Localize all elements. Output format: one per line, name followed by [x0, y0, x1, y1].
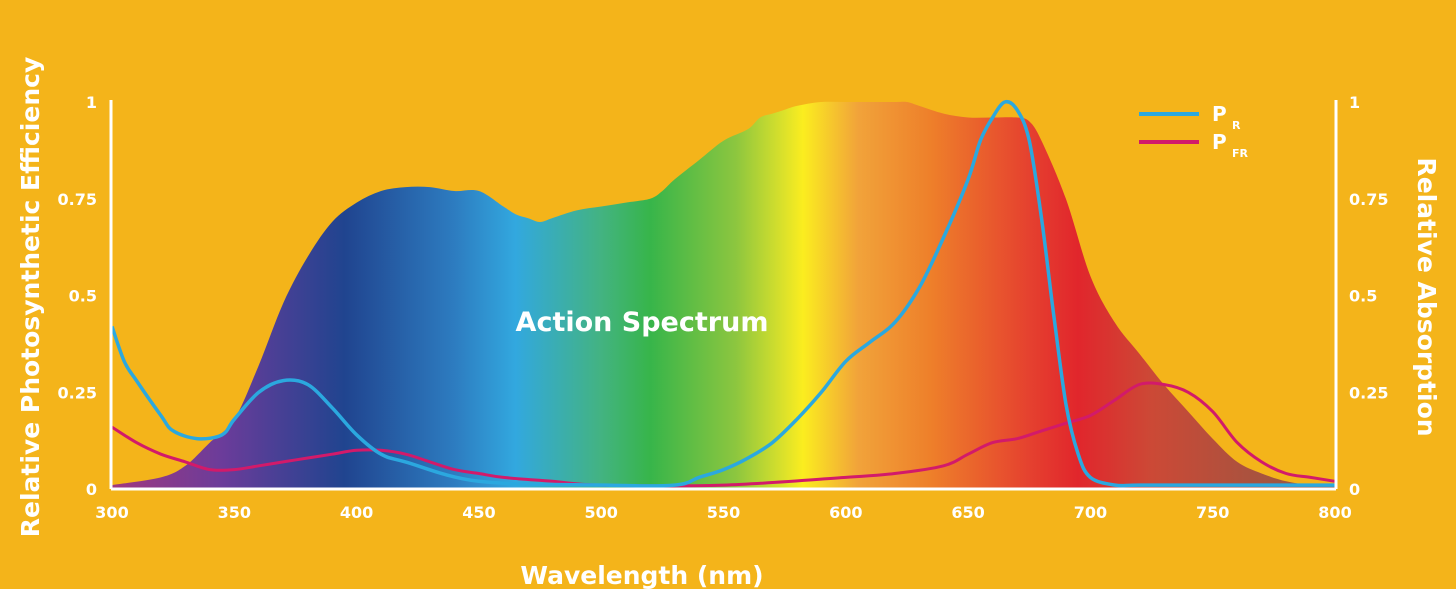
legend: P RP FR — [1139, 102, 1249, 160]
y-tick-label-right: 0 — [1349, 480, 1360, 499]
x-tick-label: 300 — [95, 503, 128, 522]
y-tick-label-left: 0.25 — [58, 383, 97, 402]
x-tick-labels: 300 350 400 450 500 550 600 650 700 750 800 — [95, 503, 1351, 522]
x-axis-title: Wavelength (nm) — [520, 561, 763, 589]
y-tick-labels-left: 0 0.25 0.5 0.75 1 — [58, 93, 97, 499]
legend-label: P — [1212, 130, 1227, 154]
y-tick-label-left: 0.75 — [58, 190, 97, 209]
action-spectrum-area — [112, 101, 1335, 489]
y-tick-label-left: 0 — [86, 480, 97, 499]
y-tick-label-right: 1 — [1349, 93, 1360, 112]
x-tick-label: 800 — [1318, 503, 1351, 522]
y-axis-title-left: Relative Photosynthetic Efficiency — [16, 57, 45, 537]
pfr-absorption-line — [111, 381, 1336, 488]
y-tick-label-left: 0.5 — [69, 287, 97, 306]
y-tick-label-right: 0.75 — [1349, 190, 1388, 209]
x-tick-label: 400 — [340, 503, 373, 522]
x-tick-label: 450 — [462, 503, 495, 522]
x-tick-label: 600 — [829, 503, 862, 522]
x-tick-label: 750 — [1196, 503, 1229, 522]
y-tick-label-right: 0.5 — [1349, 287, 1377, 306]
legend-label-subscript: FR — [1232, 147, 1249, 160]
pr-absorption-line — [110, 99, 1335, 488]
action-spectrum-label: Action Spectrum — [516, 307, 769, 338]
legend-label-subscript: R — [1232, 119, 1241, 132]
x-tick-label: 500 — [584, 503, 617, 522]
legend-label: P — [1212, 102, 1227, 126]
y-tick-label-right: 0.25 — [1349, 383, 1388, 402]
y-tick-labels-right: 0 0.25 0.5 0.75 1 — [1349, 93, 1388, 499]
x-tick-label: 700 — [1074, 503, 1107, 522]
x-tick-label: 350 — [218, 503, 251, 522]
y-axis-title-right: Relative Absorption — [1412, 157, 1441, 436]
y-tick-label-left: 1 — [86, 93, 97, 112]
x-tick-label: 550 — [707, 503, 740, 522]
x-tick-label: 650 — [951, 503, 984, 522]
